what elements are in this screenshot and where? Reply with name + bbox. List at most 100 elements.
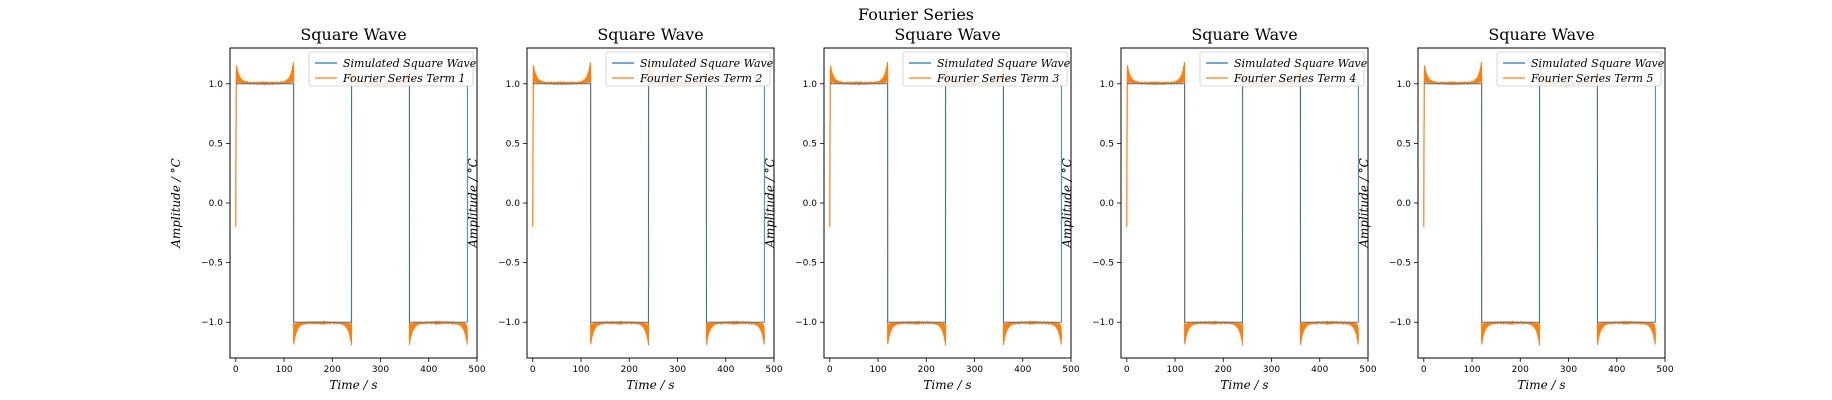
x-tick-label: 0 [233, 365, 239, 375]
x-axis-label: Time / s [923, 378, 971, 392]
y-tick-label: −1.0 [795, 318, 817, 328]
x-tick-label: 100 [275, 365, 292, 375]
x-tick-label: 0 [1421, 365, 1427, 375]
legend-entry: Fourier Series Term 5 [1530, 72, 1653, 85]
y-tick-label: 1.0 [209, 80, 224, 90]
y-tick-label: 0.0 [506, 199, 521, 209]
subplot-4: Square Wave 0 100 200 300 400 500 −1.0 −0.5 0.0 0.… [1060, 25, 1377, 392]
plot-area [1423, 62, 1656, 346]
legend-entry: Fourier Series Term 1 [342, 72, 465, 85]
x-tick-label: 500 [765, 365, 782, 375]
y-tick-label: −0.5 [1389, 259, 1411, 269]
y-tick-label: 0.0 [803, 199, 818, 209]
figure-suptitle: Fourier Series [858, 5, 974, 24]
subplots: Square Wave 0 100 200 300 400 500 −1.0 −0.5 0.0 0.… [169, 25, 1674, 392]
legend-entry: Simulated Square Wave [640, 57, 774, 70]
legend-entry: Simulated Square Wave [1234, 57, 1368, 70]
legend: Simulated Square Wave Fourier Series Term… [1199, 51, 1368, 87]
x-tick-label: 200 [324, 365, 341, 375]
x-tick-label: 400 [1608, 365, 1625, 375]
series-simulated-square-wave [532, 83, 765, 323]
subplot-1: Square Wave 0 100 200 300 400 500 −1.0 −0.5 0.0 0.… [169, 25, 486, 392]
legend: Simulated Square Wave Fourier Series Term… [605, 51, 774, 87]
y-tick-label: 0.5 [1100, 139, 1114, 149]
x-tick-label: 500 [1359, 365, 1376, 375]
axes-frame [1120, 47, 1369, 359]
subplot-title: Square Wave [1191, 25, 1297, 44]
y-axis-label: Amplitude / °C [763, 158, 777, 249]
x-tick-label: 500 [1062, 365, 1079, 375]
legend: Simulated Square Wave Fourier Series Term… [1496, 51, 1665, 87]
plot-area [235, 62, 468, 346]
x-tick-label: 100 [869, 365, 886, 375]
y-tick-label: 1.0 [1100, 80, 1115, 90]
subplot-5: Square Wave 0 100 200 300 400 500 −1.0 −0.5 0.0 0.… [1357, 25, 1674, 392]
plot-area [532, 62, 765, 346]
x-tick-label: 200 [621, 365, 638, 375]
subplot-title: Square Wave [597, 25, 703, 44]
axes-frame [526, 47, 775, 359]
x-tick-label: 300 [966, 365, 983, 375]
y-tick-label: −1.0 [1389, 318, 1411, 328]
legend-box [605, 51, 771, 87]
plot-area [1126, 62, 1359, 346]
subplot-title: Square Wave [894, 25, 1000, 44]
y-tick-label: 0.0 [209, 199, 224, 209]
x-tick-label: 300 [372, 365, 389, 375]
y-tick-label: 0.5 [209, 139, 223, 149]
y-tick-label: −0.5 [1092, 259, 1114, 269]
x-tick-label: 300 [669, 365, 686, 375]
x-tick-label: 100 [1166, 365, 1183, 375]
y-tick-label: −1.0 [498, 318, 520, 328]
x-tick-label: 200 [1512, 365, 1529, 375]
legend-entry: Fourier Series Term 3 [936, 72, 1059, 85]
legend-entry: Simulated Square Wave [343, 57, 477, 70]
x-tick-label: 500 [468, 365, 485, 375]
y-tick-label: 1.0 [506, 80, 521, 90]
x-axis-label: Time / s [329, 378, 377, 392]
legend-box [1496, 51, 1662, 87]
y-axis-label: Amplitude / °C [1357, 158, 1371, 249]
plot-area [829, 62, 1062, 346]
subplot-3: Square Wave 0 100 200 300 400 500 −1.0 −0.5 0.0 0.… [763, 25, 1080, 392]
x-tick-label: 100 [1463, 365, 1480, 375]
x-axis-label: Time / s [1517, 378, 1565, 392]
y-tick-label: 1.0 [803, 80, 818, 90]
x-tick-label: 300 [1263, 365, 1280, 375]
subplot-title: Square Wave [1488, 25, 1594, 44]
y-tick-label: −1.0 [1092, 318, 1114, 328]
axes-frame [823, 47, 1072, 359]
y-tick-label: 0.5 [1397, 139, 1411, 149]
x-axis-label: Time / s [626, 378, 674, 392]
legend: Simulated Square Wave Fourier Series Term… [902, 51, 1071, 87]
x-tick-label: 300 [1560, 365, 1577, 375]
legend: Simulated Square Wave Fourier Series Term… [308, 51, 477, 87]
x-tick-label: 0 [1124, 365, 1130, 375]
axes-frame [229, 47, 478, 359]
y-tick-label: −0.5 [498, 259, 520, 269]
legend-box [1199, 51, 1365, 87]
x-tick-label: 0 [827, 365, 833, 375]
y-tick-label: 0.0 [1397, 199, 1412, 209]
y-tick-label: −0.5 [201, 259, 223, 269]
x-tick-label: 400 [717, 365, 734, 375]
legend-entry: Simulated Square Wave [937, 57, 1071, 70]
x-axis-label: Time / s [1220, 378, 1268, 392]
y-tick-label: 0.5 [506, 139, 520, 149]
y-tick-label: 0.5 [803, 139, 817, 149]
y-tick-label: 1.0 [1397, 80, 1412, 90]
subplot-title: Square Wave [300, 25, 406, 44]
y-tick-label: 0.0 [1100, 199, 1115, 209]
x-tick-label: 500 [1656, 365, 1673, 375]
y-axis-label: Amplitude / °C [1060, 158, 1074, 249]
subplot-2: Square Wave 0 100 200 300 400 500 −1.0 −0.5 0.0 0.… [466, 25, 783, 392]
legend-entry: Fourier Series Term 2 [639, 72, 762, 85]
y-axis-label: Amplitude / °C [169, 158, 183, 249]
y-tick-label: −0.5 [795, 259, 817, 269]
series-simulated-square-wave [1126, 83, 1359, 323]
legend-entry: Fourier Series Term 4 [1233, 72, 1356, 85]
y-axis-label: Amplitude / °C [466, 158, 480, 249]
x-tick-label: 400 [1014, 365, 1031, 375]
legend-box [902, 51, 1068, 87]
